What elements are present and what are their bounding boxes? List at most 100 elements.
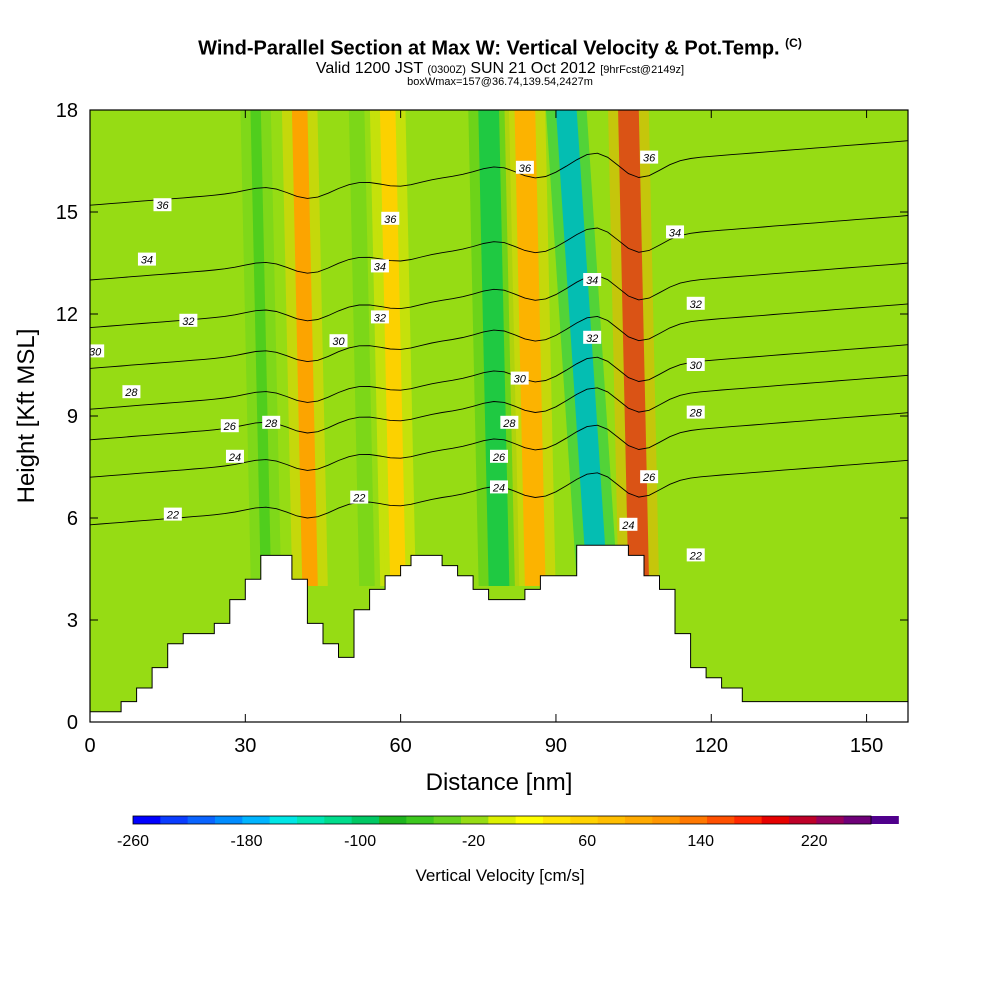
contour-label-text: 22 [689, 550, 702, 562]
colorbar-tick-label: -180 [230, 833, 262, 850]
contour-label-text: 30 [332, 336, 345, 348]
contour-label-text: 30 [690, 360, 703, 372]
y-tick-label: 18 [56, 100, 78, 122]
contour-label-7: 26 [220, 419, 239, 433]
colorbar-swatch-18 [625, 816, 653, 824]
theta-contour-30 [90, 303, 908, 369]
contour-label-text: 24 [228, 452, 241, 464]
colorbar-swatch-16 [570, 816, 599, 824]
contour-label-text: 36 [156, 200, 169, 212]
contour-label-box [370, 259, 389, 273]
y-tick-label: 0 [67, 712, 78, 734]
colorbar-swatch-24 [789, 816, 817, 824]
y-axis-title: Height [Kft MSL] [13, 329, 40, 504]
colorbar-tick-label: 60 [578, 833, 596, 850]
y-tick-label: 6 [67, 508, 78, 530]
contour-label-box [122, 385, 141, 399]
contour-label-22: 34 [666, 225, 685, 239]
contour-label-box [640, 470, 659, 484]
contour-label-box [583, 330, 602, 344]
subtitle-date: SUN 21 Oct 2012 [470, 60, 596, 77]
w-band-3 [379, 110, 406, 586]
y-tick-label: 3 [67, 610, 78, 632]
colorbar-swatch-19 [652, 816, 681, 824]
colorbar-swatch-11 [433, 816, 462, 824]
x-axis-title: Distance [nm] [426, 769, 573, 796]
colorbar-swatch-25 [816, 816, 845, 824]
contour-label-box [686, 405, 705, 419]
title-copyright-mark: (C) [785, 36, 802, 50]
contour-label-23: 32 [686, 296, 705, 311]
contour-label-8: 28 [262, 415, 281, 430]
contour-label-box [370, 310, 389, 324]
colorbar-swatch-21 [707, 816, 735, 824]
contour-label-box [262, 415, 281, 429]
colorbar-swatch-15 [543, 816, 571, 824]
colorbar: -260 -180 -100 -20 60 140 220 [117, 815, 899, 850]
contour-label-0: 30 [90, 344, 105, 358]
chart-subtitle-box: boxWmax=157@36.74,139.54,2427m [407, 76, 593, 88]
contour-label-text: 36 [519, 163, 532, 175]
subtitle-zulu: (0300Z) [427, 64, 466, 76]
colorbar-title: Vertical Velocity [cm/s] [415, 866, 584, 885]
contour-label-box [350, 490, 369, 504]
contour-label-text: 30 [514, 374, 527, 386]
colorbar-swatch-20 [679, 816, 708, 824]
theta-contour-34 [90, 215, 908, 281]
w-band-halo-2 [338, 110, 385, 586]
contour-label-text: 24 [621, 520, 634, 532]
contour-label-box [329, 334, 348, 348]
colorbar-tick-label: -20 [462, 833, 485, 850]
theta-contour-32 [90, 262, 908, 329]
contour-label-20: 32 [583, 330, 602, 345]
w-band-4 [478, 110, 510, 586]
contour-label-box [163, 507, 182, 521]
colorbar-swatch-5 [269, 816, 298, 824]
contour-label-15: 30 [510, 371, 529, 386]
contour-label-text: 28 [264, 418, 278, 430]
contour-label-text: 24 [492, 482, 505, 494]
w-band-halo-6 [545, 110, 618, 586]
contour-label-text: 34 [669, 227, 681, 239]
contour-label-27: 24 [619, 517, 638, 532]
contour-label-box [490, 449, 508, 463]
contour-label-box [220, 419, 239, 433]
contour-label-box [137, 252, 156, 266]
contour-label-text: 22 [166, 510, 179, 522]
colorbar-swatch-6 [297, 816, 325, 824]
colorbar-tick-label: -100 [344, 833, 376, 850]
contour-label-text: 32 [374, 312, 386, 324]
chart-title: Wind-Parallel Section at Max W: Vertical… [0, 36, 1000, 61]
colorbar-swatch-17 [597, 816, 626, 824]
colorbar-swatch-14 [515, 816, 544, 824]
chart-subtitle: Valid 1200 JST (0300Z) SUN 21 Oct 2012 [… [0, 60, 1000, 78]
theta-contour-28 [90, 344, 908, 410]
x-tick-label: 0 [84, 735, 95, 757]
contour-label-box [90, 344, 105, 358]
w-band-7 [618, 110, 650, 586]
contour-label-box [686, 548, 705, 562]
contour-label-25: 28 [686, 405, 705, 420]
contour-label-text: 26 [642, 472, 656, 484]
w-band-1 [250, 110, 272, 586]
contour-label-text: 26 [223, 421, 237, 433]
contour-label-13: 22 [350, 490, 369, 505]
contour-label-box [515, 160, 534, 174]
contour-label-box [490, 480, 508, 494]
contour-label-box [686, 296, 705, 310]
w-band-halo-1 [240, 110, 282, 586]
contour-label-box [225, 449, 244, 463]
y-tick-label: 15 [56, 202, 78, 224]
x-tick-label: 30 [234, 735, 256, 757]
colorbar-swatch-23 [761, 816, 790, 824]
contour-label-text: 28 [124, 387, 138, 399]
contour-label-box [619, 517, 638, 531]
w-band-halo-7 [608, 110, 660, 586]
w-band-halo-4 [468, 110, 520, 586]
colorbar-swatch-13 [488, 816, 517, 824]
colorbar-swatch-12 [461, 816, 489, 824]
contour-label-text: 36 [384, 214, 397, 226]
y-tick-label: 12 [56, 304, 78, 326]
